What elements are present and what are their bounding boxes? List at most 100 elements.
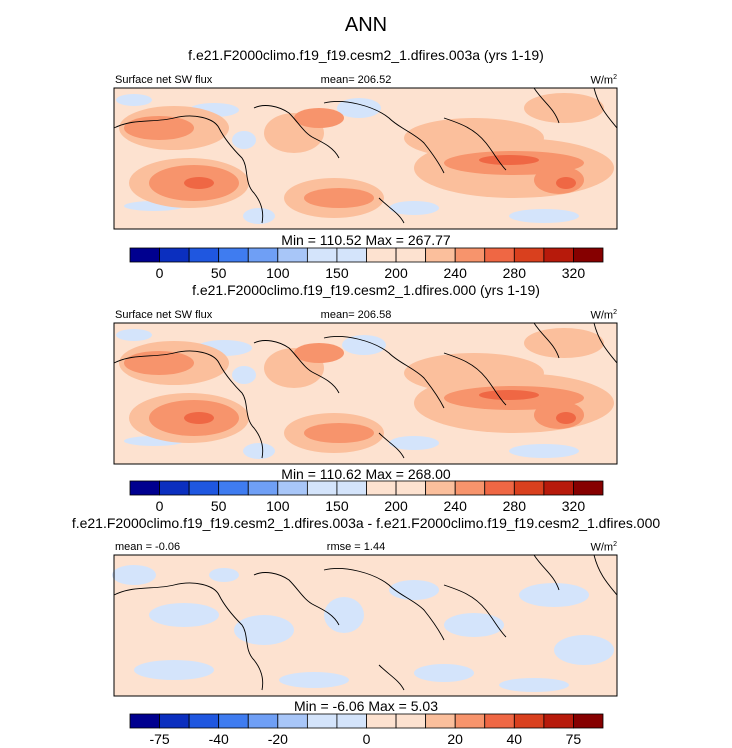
- colorbar-box: [395, 247, 427, 263]
- colorbar-box: [425, 713, 456, 729]
- colorbar-box: [218, 247, 249, 263]
- colorbar-tick-label: 0: [155, 498, 164, 514]
- coastlines: [113, 554, 618, 691]
- colorbar-box: [513, 480, 545, 496]
- colorbar-box: [277, 247, 308, 263]
- colorbar-box: [425, 480, 456, 496]
- panel-2-units: W/m2: [590, 309, 617, 322]
- colorbar-box: [336, 713, 367, 729]
- colorbar-box: [306, 713, 338, 729]
- colorbar-box: [159, 480, 190, 496]
- colorbar-tick-label: 75: [565, 731, 582, 747]
- colorbar-box: [543, 480, 574, 496]
- figure-title: ANN: [344, 14, 388, 36]
- colorbar-box: [159, 247, 190, 263]
- panel-3-title: f.e21.F2000climo.f19_f19.cesm2_1.dfires.…: [71, 515, 661, 531]
- panel-2-minmax: Min = 110.62 Max = 268.00: [281, 466, 451, 482]
- panel-1-mean-label: mean= 206.52: [320, 74, 392, 86]
- colorbar-tick-label: 200: [384, 498, 408, 514]
- panel-2-title: f.e21.F2000climo.f19_f19.cesm2_1.dfires.…: [192, 282, 540, 298]
- colorbar-box: [425, 247, 456, 263]
- map-frame: [113, 87, 618, 230]
- colorbar-box: [129, 247, 160, 263]
- colorbar-box: [188, 247, 220, 263]
- panel-1-map: [113, 87, 618, 230]
- colorbar-box: [395, 713, 427, 729]
- colorbar-box: [277, 480, 308, 496]
- colorbar-box: [336, 480, 367, 496]
- colorbar-box: [188, 480, 220, 496]
- panel-3-mean-label: mean = -0.06: [115, 541, 181, 553]
- colorbar-tick-label: 240: [443, 265, 467, 281]
- negative-diff-regions: [112, 565, 614, 692]
- colorbar-tick-label: 280: [502, 265, 526, 281]
- colorbar-box: [306, 480, 338, 496]
- panel-3-minmax: Min = -6.06 Max = 5.03: [294, 698, 438, 714]
- panel-3-map: [112, 554, 618, 697]
- colorbar-box: [395, 480, 427, 496]
- map-frame: [113, 554, 618, 697]
- panel-3-units: W/m2: [590, 541, 617, 554]
- colorbar-tick-label: 200: [384, 265, 408, 281]
- panel-2-variable-label: Surface net SW flux: [115, 309, 213, 321]
- colorbar-box: [454, 480, 486, 496]
- colorbar-box: [484, 247, 515, 263]
- low-flux-regions: [116, 94, 579, 224]
- colorbar-box: [366, 247, 397, 263]
- colorbar-tick-label: 100: [266, 498, 290, 514]
- panel-2-map: [113, 322, 618, 465]
- colorbar-box: [573, 247, 604, 263]
- colorbar-box: [543, 247, 574, 263]
- colorbar-box: [484, 480, 515, 496]
- colorbar-box: [247, 480, 279, 496]
- colorbar-tick-label: 320: [561, 498, 586, 514]
- peak-flux-regions: [184, 155, 576, 189]
- colorbar-box: [188, 713, 220, 729]
- colorbar-box: [484, 713, 515, 729]
- colorbar-tick-label: -75: [149, 731, 170, 747]
- colorbar-box: [218, 713, 249, 729]
- colorbar-tick-label: 0: [362, 731, 371, 747]
- colorbar-tick-label: 50: [210, 265, 227, 281]
- colorbar-tick-label: -20: [267, 731, 288, 747]
- panel-3-colorbar: [129, 713, 604, 729]
- colorbar-tick-label: 100: [266, 265, 290, 281]
- colorbar-box: [247, 247, 279, 263]
- colorbar-box: [159, 713, 190, 729]
- colorbar-box: [129, 713, 160, 729]
- colorbar-tick-label: 20: [447, 731, 463, 747]
- colorbar-box: [247, 713, 279, 729]
- colorbar-box: [454, 713, 486, 729]
- colorbar-tick-label: 320: [561, 265, 586, 281]
- colorbar-tick-label: 280: [502, 498, 526, 514]
- colorbar-tick-label: 240: [443, 498, 467, 514]
- colorbar-box: [366, 480, 397, 496]
- colorbar-box: [513, 247, 545, 263]
- colorbar-tick-label: -40: [208, 731, 229, 747]
- colorbar-tick-label: 150: [325, 265, 349, 281]
- coastlines: [113, 322, 618, 459]
- panel-3-rmse-label: rmse = 1.44: [326, 541, 386, 553]
- low-flux-regions: [116, 329, 579, 459]
- panel-1-minmax: Min = 110.52 Max = 267.77: [281, 232, 451, 248]
- colorbar-tick-label: 40: [506, 731, 523, 747]
- colorbar-box: [454, 247, 486, 263]
- colorbar-box: [513, 713, 545, 729]
- colorbar-box: [573, 480, 604, 496]
- panel-1-units: W/m2: [590, 74, 617, 87]
- map-frame: [113, 322, 618, 465]
- panel-1-colorbar: [129, 247, 604, 263]
- colorbar-box: [218, 480, 249, 496]
- panel-1-variable-label: Surface net SW flux: [115, 74, 213, 86]
- colorbar-box: [366, 713, 397, 729]
- colorbar-box: [277, 713, 308, 729]
- colorbar-tick-label: 150: [325, 498, 349, 514]
- colorbar-box: [306, 247, 338, 263]
- colorbar-box: [573, 713, 604, 729]
- colorbar-box: [129, 480, 160, 496]
- colorbar-box: [543, 713, 574, 729]
- colorbar-tick-label: 50: [210, 498, 227, 514]
- panel-1-title: f.e21.F2000climo.f19_f19.cesm2_1.dfires.…: [188, 47, 544, 63]
- panel-2-colorbar: [129, 480, 604, 496]
- colorbar-box: [336, 247, 367, 263]
